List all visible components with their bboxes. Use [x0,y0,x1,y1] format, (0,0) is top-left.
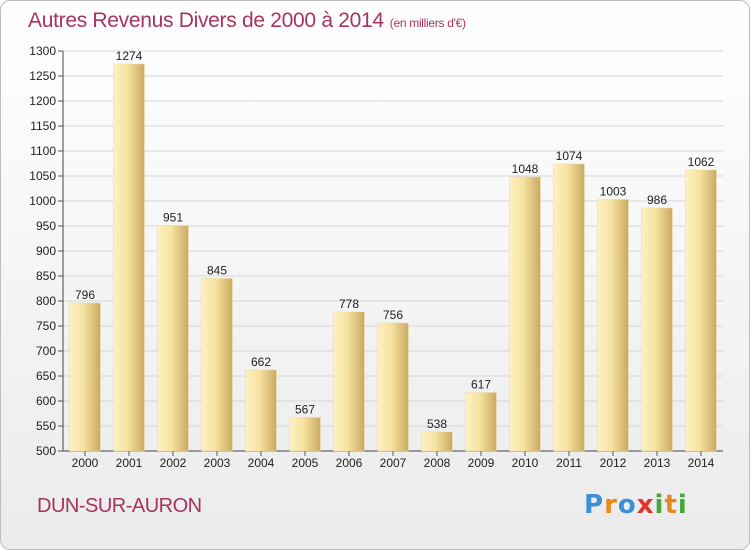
bar-value-label: 845 [207,264,227,278]
x-tick-label: 2010 [512,456,539,470]
logo-letter: i [677,490,688,520]
x-tick-label: 2012 [600,456,627,470]
y-tick-label: 1150 [30,119,56,133]
x-tick-label: 2013 [644,456,671,470]
y-tick-label: 600 [36,394,56,408]
bar [641,207,673,452]
bar-value-label: 1003 [600,185,627,199]
x-tick-label: 2004 [248,456,275,470]
bar [157,225,189,452]
chart-subtitle: (en milliers d'€) [389,16,466,30]
proxiti-logo: Proxiti [584,490,688,520]
y-tick-label: 1050 [29,169,56,183]
bar [113,63,145,452]
bar-value-label: 1062 [688,155,715,169]
town-name: DUN-SUR-AURON [37,495,202,517]
bar-value-label: 951 [163,211,183,225]
y-tick-label: 1000 [29,194,56,208]
x-tick-label: 2007 [380,456,407,470]
bar [377,322,409,452]
x-tick-label: 2008 [424,456,451,470]
y-tick-label: 550 [36,419,56,433]
bar [465,392,497,452]
bar-value-label: 986 [647,193,667,207]
bar [289,417,321,452]
x-tick-label: 2003 [204,456,231,470]
chart-title: Autres Revenus Divers de 2000 à 2014 (en … [28,9,466,33]
bar-value-label: 617 [471,378,491,392]
bar-value-label: 1048 [512,162,539,176]
x-tick-labels: 2000 2001 2002 2003 2004 2005 2006 2007 2008 2009… [72,456,715,470]
bar-value-label: 756 [383,308,403,322]
bar-value-label: 1074 [556,149,583,163]
x-tick-label: 2000 [72,456,99,470]
chart-title-text: Autres Revenus Divers de 2000 à 2014 [28,9,384,32]
bar [597,199,629,452]
x-tick-label: 2009 [468,456,495,470]
y-tick-label: 750 [36,319,56,333]
y-tick-label: 700 [36,344,56,358]
bars [69,63,717,452]
x-tick-label: 2001 [116,456,143,470]
bar-value-label: 662 [251,355,271,369]
logo-letter: t [664,490,678,520]
bar [685,169,717,452]
logo-letter: x [636,490,655,520]
y-tick-labels: 500 550 600 650 700 750 800 850 900 950 1000 1050 11… [29,44,56,458]
bar [553,163,585,452]
bar-value-label: 1274 [116,49,143,63]
bar-value-label: 538 [427,417,447,431]
bar [333,311,365,452]
bar-value-label: 796 [75,288,95,302]
logo-letter: i [654,490,665,520]
y-tick-label: 950 [36,219,56,233]
value-labels: 796 1274 951 845 662 567 778 756 538 617 1048 1074 1… [75,49,715,431]
bar [69,302,101,452]
bar [245,369,277,452]
bar [509,176,541,452]
x-tick-label: 2002 [160,456,187,470]
logo-letter: o [617,490,637,520]
x-tick-label: 2011 [556,456,582,470]
y-tick-label: 1250 [29,69,56,83]
bar [201,278,233,452]
x-tick-label: 2014 [688,456,715,470]
logo-letter: P [584,490,605,520]
y-tick-label: 900 [36,244,56,258]
x-tick-label: 2005 [292,456,319,470]
y-tick-label: 500 [36,444,56,458]
logo-letter: r [604,490,618,520]
y-tick-label: 1300 [29,44,56,58]
y-tick-label: 800 [36,294,56,308]
y-tick-label: 1200 [29,94,56,108]
bar [421,431,453,452]
bar-value-label: 567 [295,403,315,417]
y-tick-label: 1100 [30,144,56,158]
x-tick-label: 2006 [336,456,363,470]
y-tick-label: 650 [36,369,56,383]
bar-chart: 796 1274 951 845 662 567 778 756 538 617 1048 1074 1… [29,44,723,470]
y-tick-label: 850 [36,269,56,283]
bar-value-label: 778 [339,297,359,311]
